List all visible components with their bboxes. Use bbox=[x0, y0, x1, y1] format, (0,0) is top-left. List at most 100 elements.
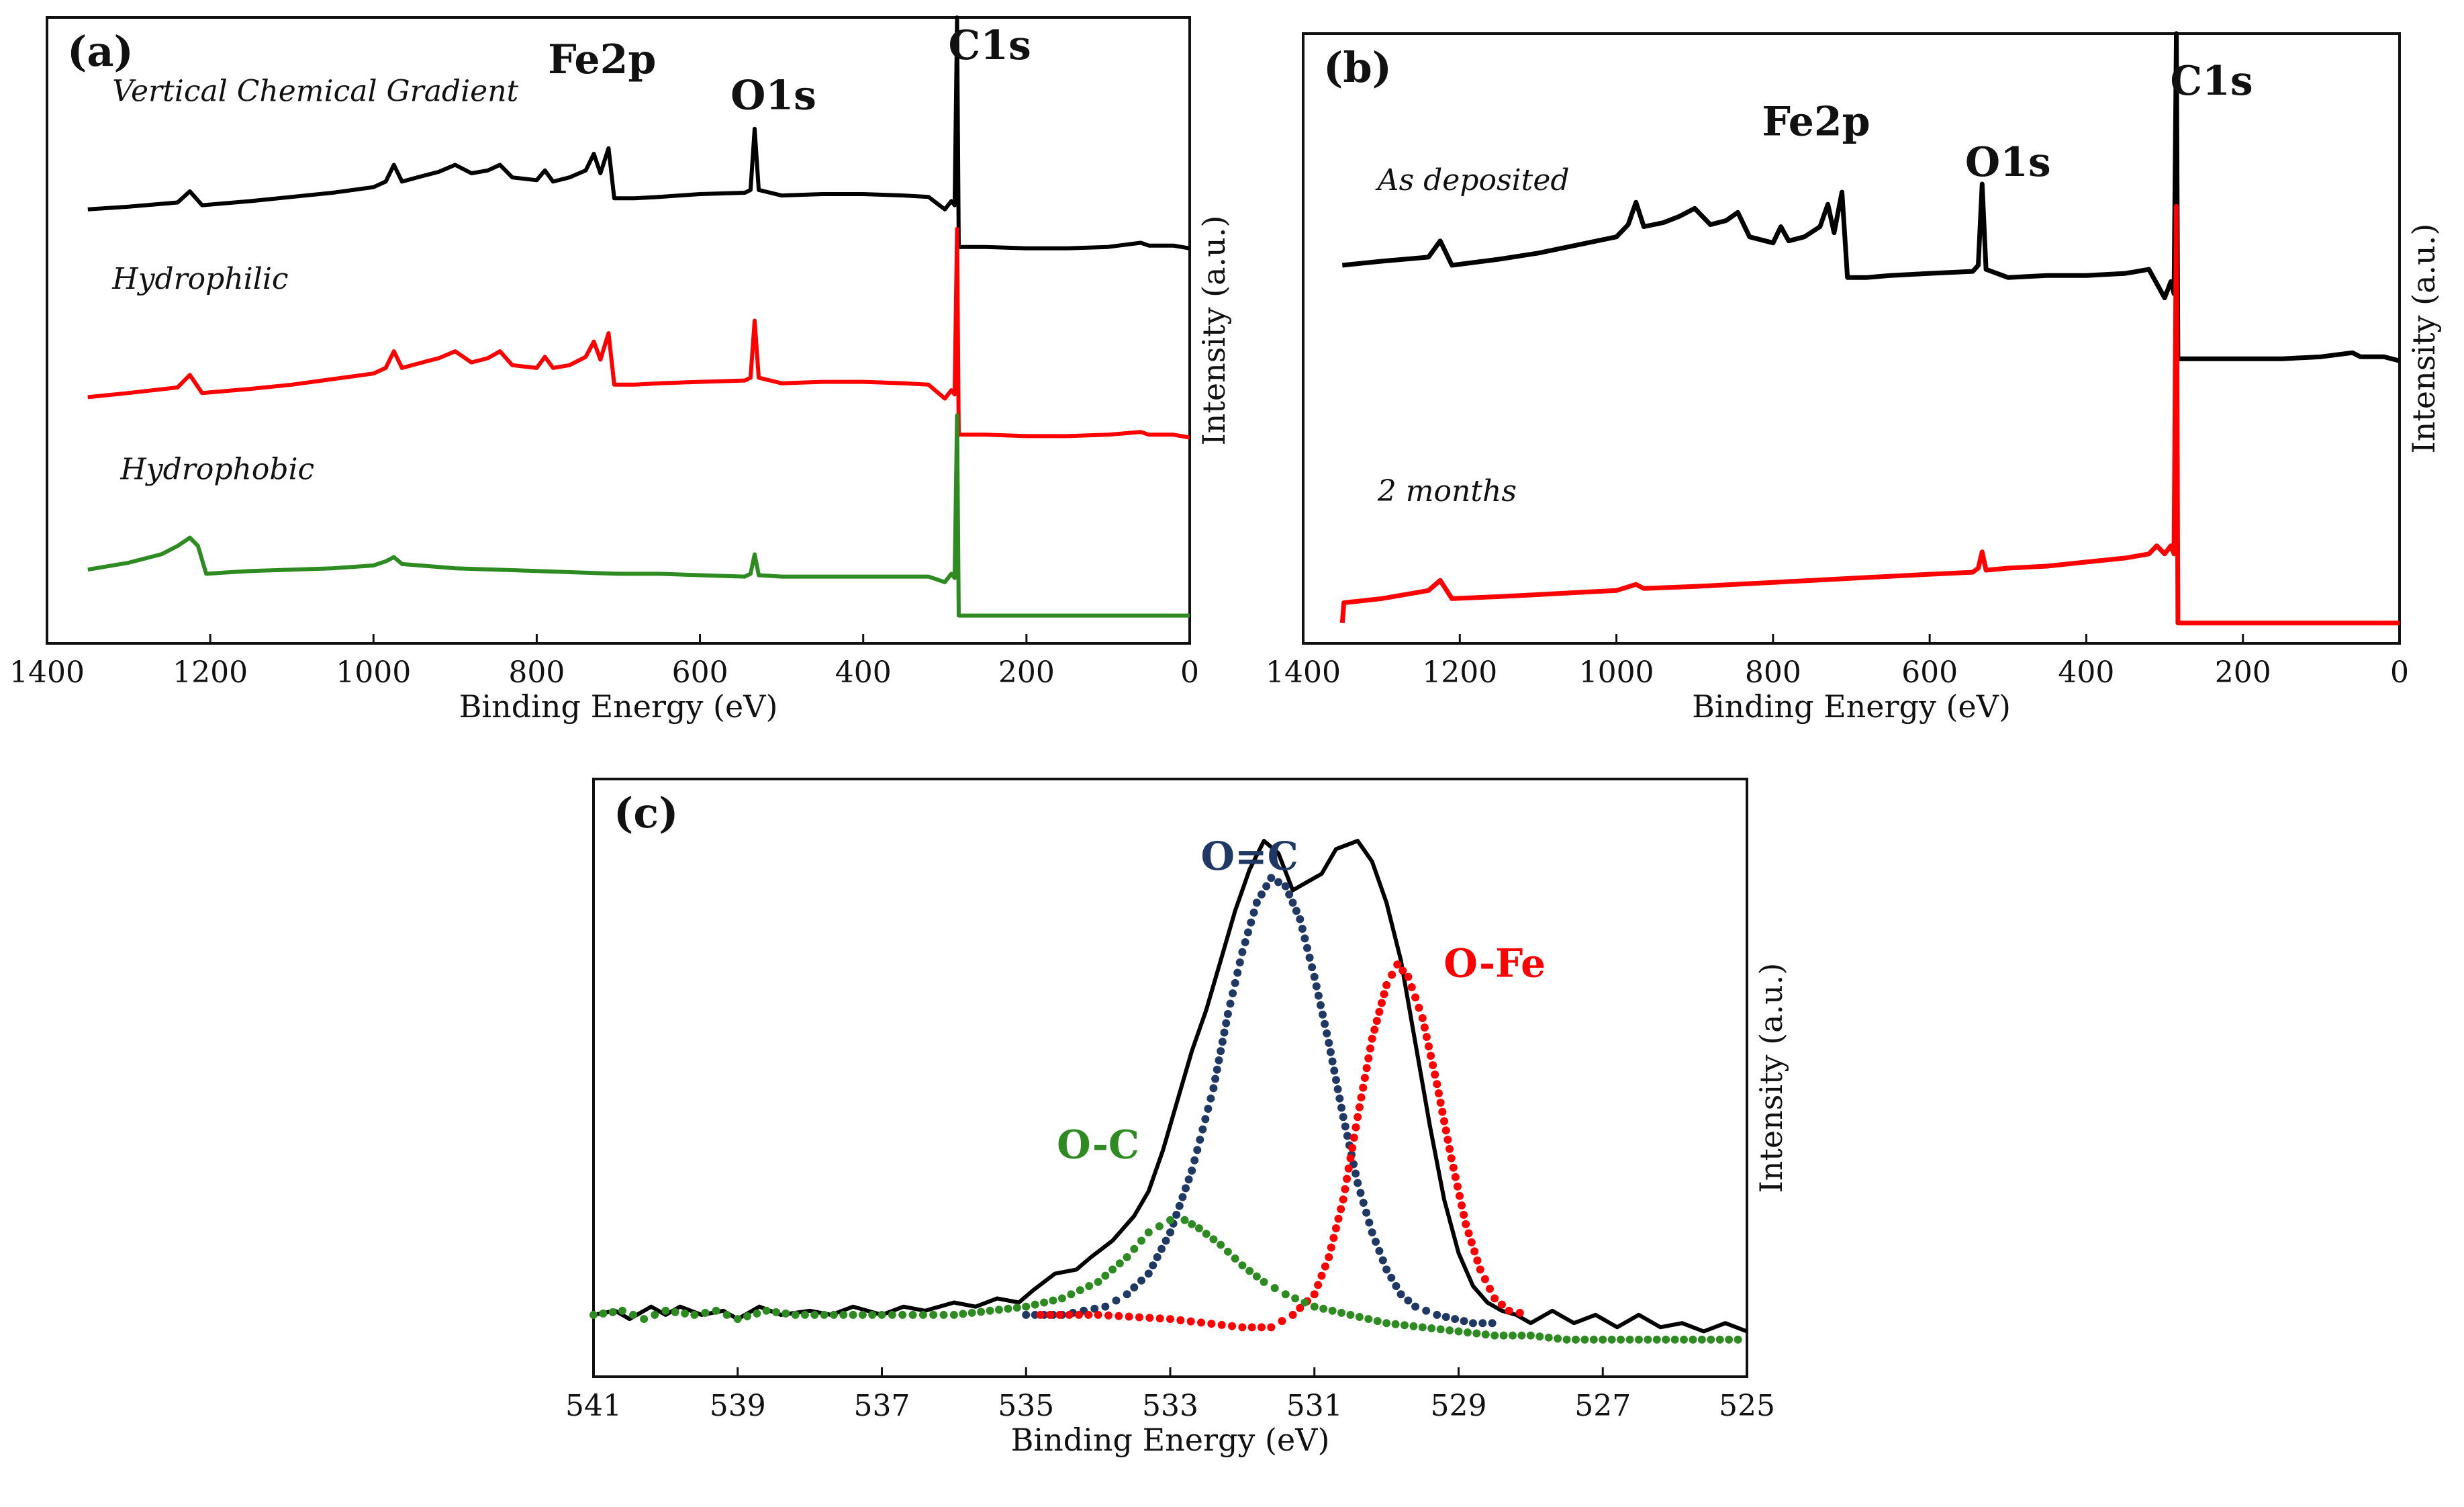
data-point bbox=[1378, 1256, 1387, 1265]
x-tick-label: 1400 bbox=[9, 655, 85, 690]
series-label: 2 months bbox=[1377, 474, 1517, 508]
data-point bbox=[1317, 1271, 1326, 1280]
data-point bbox=[1473, 1256, 1482, 1265]
data-point bbox=[810, 1310, 819, 1319]
data-point bbox=[1607, 1335, 1616, 1344]
plot-frame bbox=[592, 778, 1748, 1378]
data-point bbox=[1328, 1057, 1337, 1066]
data-point bbox=[1243, 928, 1252, 937]
data-point bbox=[1422, 1033, 1431, 1042]
x-tick-label: 535 bbox=[998, 1389, 1054, 1423]
data-point bbox=[1209, 1235, 1218, 1244]
data-point bbox=[1344, 1164, 1353, 1173]
data-point bbox=[1617, 1335, 1625, 1344]
data-point bbox=[1258, 890, 1266, 899]
data-point bbox=[1316, 1001, 1325, 1009]
data-point bbox=[949, 1310, 958, 1319]
data-point bbox=[1425, 1042, 1433, 1051]
data-point bbox=[1031, 1300, 1039, 1309]
data-point bbox=[1178, 1193, 1187, 1201]
data-point bbox=[1467, 1238, 1476, 1246]
data-point bbox=[1526, 1331, 1535, 1340]
data-point bbox=[1308, 963, 1317, 972]
data-point bbox=[1517, 1331, 1526, 1340]
data-point bbox=[1348, 1144, 1357, 1152]
data-point bbox=[1354, 1179, 1362, 1187]
panel-b: 1400 1200 1000 800 600 400 200 0 Binding Energy … bbox=[1266, 31, 2442, 725]
data-point bbox=[1441, 1313, 1450, 1321]
data-point bbox=[1337, 1103, 1346, 1112]
data-point bbox=[1382, 980, 1391, 989]
data-point bbox=[1049, 1296, 1057, 1305]
data-point bbox=[1391, 1320, 1400, 1328]
panel-c: 541 539 537 535 533 531 529 527 525 Binding Energ… bbox=[565, 778, 1789, 1458]
data-point bbox=[1292, 907, 1300, 915]
data-point bbox=[1074, 1310, 1083, 1319]
data-point bbox=[1404, 1296, 1413, 1305]
x-tick-label: 200 bbox=[998, 655, 1055, 690]
series-line-vertical-chemical-gradient bbox=[87, 15, 1190, 250]
x-tick-label: 1400 bbox=[1266, 655, 1341, 690]
data-point bbox=[1252, 1272, 1261, 1281]
data-point bbox=[986, 1306, 994, 1315]
data-point bbox=[1436, 1098, 1445, 1107]
data-point bbox=[772, 1308, 781, 1316]
data-point bbox=[849, 1310, 857, 1319]
data-point bbox=[1314, 1281, 1323, 1289]
data-point bbox=[1094, 1277, 1102, 1286]
data-point bbox=[1115, 1312, 1123, 1320]
data-point bbox=[1144, 1228, 1153, 1237]
data-point bbox=[1478, 1319, 1487, 1328]
series-o-fe-dots bbox=[1036, 960, 1524, 1332]
data-point bbox=[781, 1309, 790, 1318]
data-point bbox=[1354, 1113, 1362, 1122]
data-point bbox=[1341, 1122, 1349, 1131]
data-point bbox=[1382, 1265, 1391, 1274]
data-point bbox=[1188, 1167, 1196, 1175]
data-point bbox=[589, 1310, 598, 1319]
data-point bbox=[1325, 1253, 1333, 1261]
data-point bbox=[1176, 1316, 1185, 1324]
x-tick-label: 600 bbox=[1901, 655, 1958, 690]
data-point bbox=[1166, 1216, 1174, 1224]
data-point bbox=[1472, 1329, 1481, 1338]
data-point bbox=[1360, 1074, 1369, 1082]
data-point bbox=[1241, 938, 1249, 947]
data-point bbox=[1213, 1065, 1221, 1074]
panel-label: (b) bbox=[1323, 43, 1392, 92]
data-point bbox=[1333, 1085, 1342, 1093]
data-point bbox=[1468, 1319, 1477, 1328]
data-point bbox=[1325, 1038, 1333, 1047]
data-point bbox=[1090, 1304, 1099, 1313]
data-point bbox=[1409, 1322, 1418, 1330]
data-point bbox=[1362, 1208, 1371, 1217]
data-point bbox=[1480, 1275, 1489, 1283]
x-tick-label: 1200 bbox=[1422, 655, 1497, 690]
data-point bbox=[1233, 968, 1242, 977]
data-point bbox=[1022, 1302, 1031, 1311]
data-point bbox=[1207, 1320, 1216, 1328]
data-point bbox=[1046, 1310, 1055, 1319]
data-point bbox=[1145, 1314, 1154, 1322]
data-point bbox=[1499, 1331, 1508, 1340]
data-point bbox=[1337, 1205, 1345, 1214]
data-point bbox=[1055, 1310, 1064, 1319]
data-point bbox=[1380, 990, 1388, 999]
data-point bbox=[1330, 1066, 1339, 1075]
data-point bbox=[1135, 1313, 1143, 1322]
data-point bbox=[1298, 925, 1307, 933]
data-point bbox=[820, 1310, 828, 1319]
data-point bbox=[1433, 1310, 1441, 1319]
data-point bbox=[1144, 1269, 1153, 1278]
data-point bbox=[1481, 1330, 1490, 1339]
data-point bbox=[1211, 1075, 1220, 1083]
peak-label: O1s bbox=[730, 73, 816, 120]
data-point bbox=[1321, 1019, 1329, 1028]
data-point bbox=[1217, 1047, 1225, 1056]
data-point bbox=[1197, 1318, 1206, 1327]
data-point bbox=[743, 1312, 752, 1320]
data-point bbox=[1490, 1331, 1499, 1340]
data-point bbox=[1149, 1261, 1157, 1270]
data-point bbox=[1463, 1328, 1472, 1337]
data-point bbox=[1372, 1237, 1380, 1246]
